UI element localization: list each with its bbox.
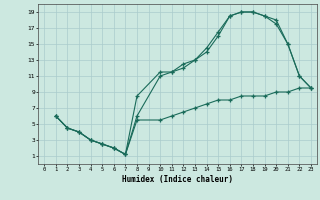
X-axis label: Humidex (Indice chaleur): Humidex (Indice chaleur) (122, 175, 233, 184)
